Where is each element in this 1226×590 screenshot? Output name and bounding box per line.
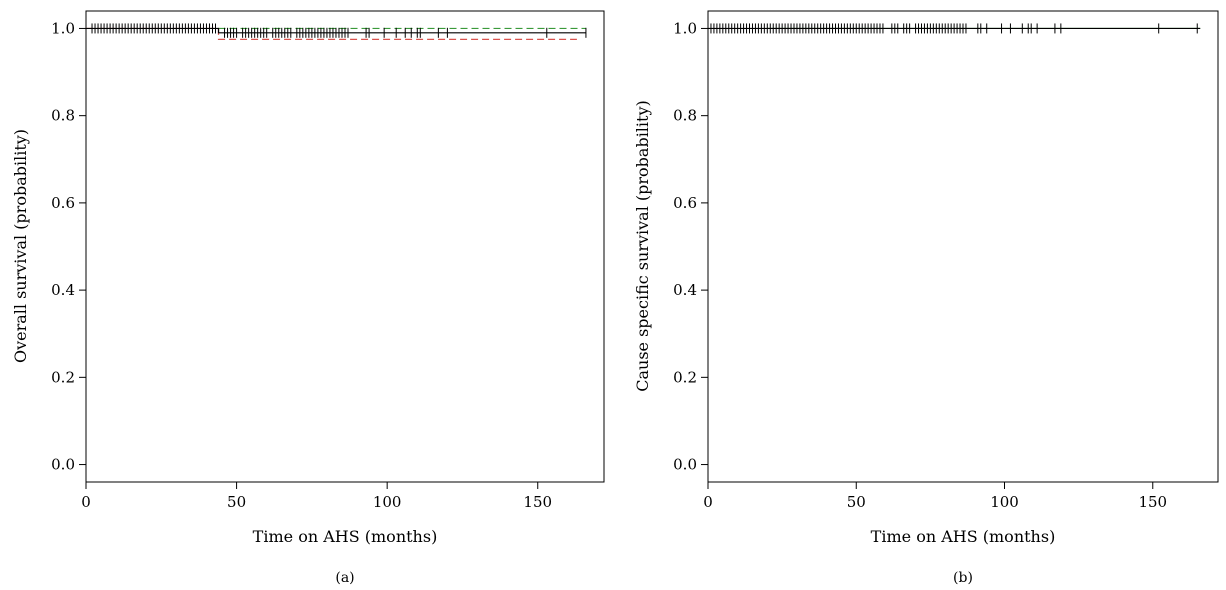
panel-a: 0.0 0.2 0.4 0.6 0.8 1.0 0 50 100 150 Time on AHS… (11, 10, 605, 586)
panel-b-y-tick-label-4: 0.8 (673, 107, 697, 125)
panel-b-x-ticks: 0 50 100 150 (703, 482, 1167, 511)
panel-b-y-tick-label-2: 0.4 (673, 281, 697, 299)
panel-b-y-ticks: 0.0 0.2 0.4 0.6 0.8 1.0 (673, 19, 708, 474)
panel-b-plot-frame (707, 10, 1219, 483)
panel-b-y-tick-label-1: 0.2 (673, 368, 697, 386)
panel-a-series (86, 23, 587, 40)
panel-b-x-tick-label-0: 0 (703, 493, 713, 511)
panel-b-x-tick-label-2: 100 (990, 493, 1019, 511)
panel-b-y-tick-label-0: 0.0 (673, 456, 697, 474)
panel-b: 0.0 0.2 0.4 0.6 0.8 1.0 0 50 100 150 Time on AHS… (633, 10, 1219, 586)
panel-a-plot-frame (85, 10, 605, 483)
panel-b-x-axis-label: Time on AHS (months) (871, 527, 1056, 546)
panel-a-x-tick-label-3: 150 (523, 493, 552, 511)
panel-a-y-tick-label-2: 0.4 (51, 281, 75, 299)
panel-a-y-tick-label-3: 0.6 (51, 194, 75, 212)
panel-a-y-tick-label-1: 0.2 (51, 368, 75, 386)
panel-a-y-axis-label: Overall survival (probability) (11, 129, 30, 363)
panel-a-series-1-line (86, 27, 577, 40)
panel-b-x-tick-label-1: 50 (847, 493, 866, 511)
panel-b-x-tick-label-3: 150 (1138, 493, 1167, 511)
panel-a-x-ticks: 0 50 100 150 (81, 482, 552, 511)
panel-b-series (708, 23, 1201, 34)
panel-b-y-tick-label-3: 0.6 (673, 194, 697, 212)
panel-b-y-tick-label-5: 1.0 (673, 19, 697, 37)
panel-a-y-tick-label-0: 0.0 (51, 456, 75, 474)
panel-a-y-tick-label-5: 1.0 (51, 19, 75, 37)
panel-b-y-axis-label: Cause specific survival (probability) (633, 100, 652, 392)
panel-a-x-tick-label-0: 0 (81, 493, 91, 511)
panel-a-x-tick-label-2: 100 (373, 493, 402, 511)
panel-a-x-tick-label-1: 50 (227, 493, 246, 511)
panel-a-x-axis-label: Time on AHS (months) (253, 527, 438, 546)
panel-a-y-tick-label-4: 0.8 (51, 107, 75, 125)
panel-a-y-ticks: 0.0 0.2 0.4 0.6 0.8 1.0 (51, 19, 86, 474)
panel-a-caption: (a) (335, 570, 354, 586)
panel-b-caption: (b) (953, 570, 973, 586)
